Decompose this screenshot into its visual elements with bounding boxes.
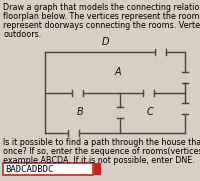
Bar (3, 163, 93, 175)
Text: example ABCDA. If it is not possible, enter DNE.: example ABCDA. If it is not possible, en… (3, 156, 195, 165)
Text: C: C (147, 107, 153, 117)
Text: B: B (77, 107, 83, 117)
Bar (94, 163, 101, 175)
Text: outdoors.: outdoors. (3, 30, 41, 39)
Text: D: D (101, 37, 109, 47)
Text: represent doorways connecting the rooms. Vertex D represents the: represent doorways connecting the rooms.… (3, 21, 200, 30)
Text: Is it possible to find a path through the house that uses each doorway: Is it possible to find a path through th… (3, 138, 200, 147)
Text: Draw a graph that models the connecting relationships in the: Draw a graph that models the connecting … (3, 3, 200, 12)
Text: BADCADBDC: BADCADBDC (5, 165, 53, 174)
Text: floorplan below. The vertices represent the rooms and the edges: floorplan below. The vertices represent … (3, 12, 200, 21)
Text: A: A (115, 67, 121, 77)
Text: once? If so, enter the sequence of rooms(vertices) visited, for: once? If so, enter the sequence of rooms… (3, 147, 200, 156)
